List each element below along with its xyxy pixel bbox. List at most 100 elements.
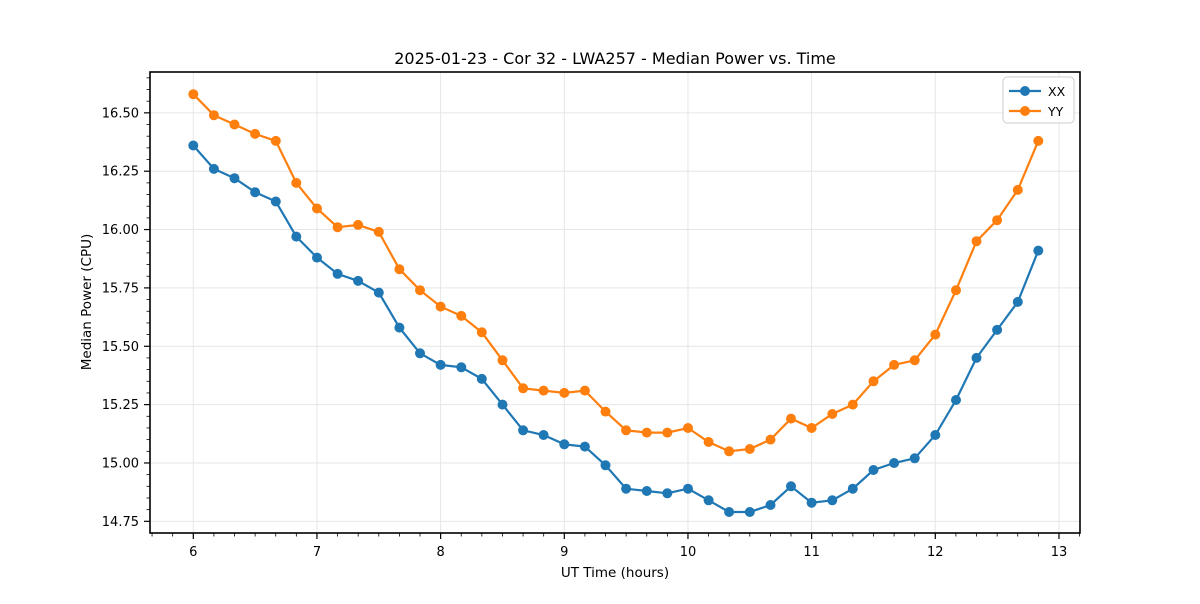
- series-xx-marker: [744, 507, 755, 517]
- series-yy-marker: [703, 437, 714, 447]
- y-tick-label: 16.50: [102, 106, 139, 121]
- series-xx-marker: [683, 483, 693, 494]
- y-tick-label: 16.00: [102, 223, 139, 238]
- series-yy-marker: [208, 110, 219, 121]
- plot-spines: [149, 71, 1081, 534]
- y-tick-label: 15.75: [102, 281, 139, 296]
- series-xx-marker: [291, 231, 302, 242]
- legend-label-yy: YY: [1047, 104, 1064, 119]
- series-yy-marker: [930, 329, 941, 340]
- series-layer: [188, 89, 1044, 517]
- series-yy-marker: [806, 423, 817, 433]
- series-yy-marker: [662, 427, 673, 438]
- y-tick-label: 14.75: [102, 515, 139, 530]
- series-xx-marker: [1012, 296, 1023, 307]
- x-tick-label: 6: [189, 545, 197, 560]
- x-tick-label: 12: [927, 545, 944, 560]
- series-xx-marker: [208, 163, 219, 174]
- x-tick-label: 7: [313, 545, 321, 560]
- series-yy-marker: [1033, 135, 1044, 146]
- series-yy-marker: [951, 285, 961, 296]
- series-yy-marker: [394, 264, 405, 275]
- series-xx-marker: [415, 348, 425, 359]
- series-yy-marker: [868, 376, 879, 387]
- series-xx-marker: [332, 268, 343, 279]
- series-yy-marker: [579, 385, 590, 396]
- grid-layer: [150, 72, 1080, 533]
- series-xx-marker: [724, 507, 735, 517]
- series-xx-marker: [930, 430, 941, 440]
- tick-layer: [144, 77, 1080, 539]
- series-xx-marker: [847, 483, 858, 494]
- series-yy-marker: [415, 285, 425, 296]
- series-yy-marker: [188, 89, 199, 100]
- series-xx-marker: [476, 373, 487, 384]
- series-yy-marker: [1012, 184, 1023, 195]
- series-yy-line: [192, 93, 1040, 453]
- series-xx-marker: [435, 359, 446, 370]
- series-xx-marker: [889, 458, 900, 468]
- series-xx-marker: [312, 252, 322, 263]
- series-xx-marker: [559, 439, 570, 450]
- series-yy-marker: [559, 387, 570, 398]
- series-xx-marker: [1033, 245, 1044, 256]
- series-yy-marker: [971, 236, 982, 247]
- series-xx-marker: [806, 497, 817, 508]
- series-yy-marker: [250, 128, 261, 139]
- series-xx-marker: [909, 453, 920, 464]
- series-yy-marker: [270, 135, 281, 146]
- series-xx-marker: [951, 395, 961, 405]
- legend-sample-marker-yy: [1020, 106, 1030, 116]
- series-xx-marker: [868, 465, 879, 475]
- series-xx-marker: [518, 425, 529, 436]
- series-xx-marker: [538, 430, 549, 440]
- series-yy-marker: [724, 446, 735, 457]
- series-yy-marker: [786, 413, 796, 424]
- series-yy-marker: [992, 215, 1003, 226]
- series-xx-marker: [765, 500, 776, 510]
- y-tick-label: 15.50: [102, 340, 139, 355]
- series-xx-marker: [600, 460, 611, 471]
- series-yy-marker: [827, 409, 838, 419]
- series-yy-marker: [353, 219, 364, 230]
- series-yy-marker: [683, 423, 693, 433]
- series-xx-marker: [641, 486, 652, 496]
- series-yy-marker: [332, 222, 343, 233]
- series-yy-marker: [765, 434, 776, 445]
- series-xx-marker: [229, 173, 240, 184]
- x-tick-label: 10: [680, 545, 697, 560]
- series-xx-marker: [621, 483, 632, 494]
- chart-title: 2025-01-23 - Cor 32 - LWA257 - Median Po…: [394, 49, 836, 68]
- series-yy-marker: [518, 383, 529, 394]
- series-xx-marker: [786, 481, 796, 492]
- series-xx-marker: [394, 322, 405, 333]
- series-yy-marker: [456, 310, 467, 321]
- series-yy-marker: [312, 203, 322, 214]
- series-xx-marker: [497, 399, 508, 410]
- series-yy-marker: [847, 399, 858, 410]
- series-yy-marker: [909, 355, 920, 366]
- y-tick-label: 15.25: [102, 398, 139, 413]
- series-xx-marker: [456, 362, 467, 373]
- series-xx-marker: [188, 140, 199, 151]
- series-xx-marker: [250, 187, 261, 198]
- series-yy-marker: [538, 385, 549, 396]
- y-axis-label: Median Power (CPU): [79, 234, 95, 370]
- series-yy-marker: [497, 355, 508, 366]
- legend-sample-marker-xx: [1020, 86, 1030, 96]
- series-yy-marker: [373, 226, 384, 237]
- series-yy-marker: [600, 406, 611, 417]
- x-tick-label: 11: [803, 545, 820, 560]
- y-tick-label: 15.00: [102, 456, 139, 471]
- x-tick-label: 8: [436, 545, 444, 560]
- series-yy-marker: [889, 359, 900, 370]
- series-xx-marker: [971, 352, 982, 363]
- series-xx-marker: [992, 324, 1003, 335]
- series-xx-marker: [827, 495, 838, 506]
- series-yy-marker: [435, 301, 446, 312]
- tick-label-layer: 6 7 8 9 10 11 12 13 14.75 15.00 15.25 15.50 15.75 16.…: [102, 106, 1067, 560]
- series-xx-marker: [703, 495, 714, 506]
- legend-label-xx: XX: [1048, 84, 1066, 99]
